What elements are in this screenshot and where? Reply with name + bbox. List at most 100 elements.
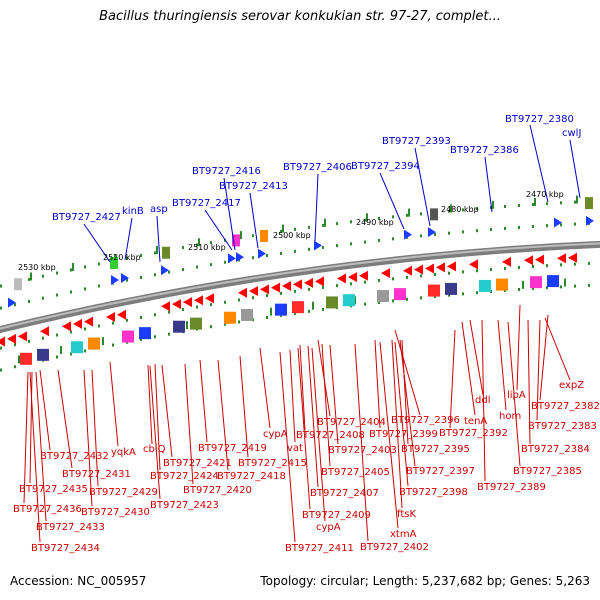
gene-label-rev[interactable]: BT9727_2389 bbox=[477, 482, 546, 493]
reverse-gene-arrow bbox=[557, 253, 566, 263]
gene-label-rev[interactable]: BT9727_2403 bbox=[328, 445, 397, 456]
leader-line-rev bbox=[470, 320, 483, 395]
gene-label-fwd[interactable]: kinB bbox=[122, 206, 144, 217]
gene-label-rev[interactable]: cbiQ bbox=[143, 444, 166, 455]
gene-label-fwd[interactable]: BT9727_2386 bbox=[450, 145, 519, 156]
gene-label-rev[interactable]: ddl bbox=[475, 395, 490, 406]
gene-label-fwd[interactable]: BT9727_2417 bbox=[172, 198, 241, 209]
gene-label-rev[interactable]: BT9727_2434 bbox=[31, 543, 100, 554]
reverse-gene-arrow bbox=[337, 273, 346, 283]
gene-label-rev[interactable]: BT9727_2430 bbox=[81, 507, 150, 518]
kbp-labels: 2530 kbp 2520 kbp 2510 kbp 2500 kbp 2490… bbox=[18, 190, 564, 272]
gene-label-fwd[interactable]: asp bbox=[150, 204, 168, 215]
gene-label-rev[interactable]: BT9727_2397 bbox=[406, 466, 475, 477]
kbp-tick bbox=[72, 263, 74, 271]
track-dot bbox=[28, 340, 30, 343]
gene-label-rev[interactable]: BT9727_2435 bbox=[19, 484, 88, 495]
gene-label-rev[interactable]: BT9727_2399 bbox=[369, 429, 438, 440]
reverse-gene-arrow bbox=[205, 293, 214, 303]
gene-label-rev[interactable]: BT9727_2419 bbox=[198, 443, 267, 454]
gene-label-fwd[interactable]: BT9727_2393 bbox=[382, 136, 451, 147]
reverse-gene-arrow bbox=[7, 334, 16, 344]
gene-label-rev[interactable]: BT9727_2398 bbox=[399, 487, 468, 498]
gene-label-rev[interactable]: BT9727_2423 bbox=[150, 500, 219, 511]
gene-label-fwd[interactable]: BT9727_2416 bbox=[192, 166, 261, 177]
gene-label-rev[interactable]: BT9727_2433 bbox=[36, 522, 105, 533]
gene-label-rev[interactable]: BT9727_2407 bbox=[310, 488, 379, 499]
gene-label-fwd[interactable]: cwlJ bbox=[562, 128, 581, 139]
gene-label-rev[interactable]: BT9727_2409 bbox=[302, 510, 371, 521]
gene-label-rev[interactable]: BT9727_2421 bbox=[163, 458, 232, 469]
track-dot bbox=[560, 263, 562, 266]
gene-label-rev[interactable]: BT9727_2415 bbox=[238, 458, 307, 469]
reverse-gene-arrow bbox=[436, 262, 445, 272]
gene-label-rev[interactable]: BT9727_2436 bbox=[13, 504, 82, 515]
track-dot bbox=[518, 266, 520, 269]
track-dot bbox=[378, 239, 380, 242]
gene-label-rev[interactable]: BT9727_2432 bbox=[40, 451, 109, 462]
gene-label-rev[interactable]: hom bbox=[499, 411, 521, 422]
gene-label-rev[interactable]: BT9727_2408 bbox=[296, 430, 365, 441]
gene-label-rev[interactable]: BT9727_2384 bbox=[521, 444, 590, 455]
leader-line-rev bbox=[375, 340, 380, 428]
gene-label-rev[interactable]: BT9727_2431 bbox=[62, 469, 131, 480]
reverse-gene-box bbox=[190, 318, 202, 330]
track-dot bbox=[84, 287, 86, 290]
kbp-label: 2480 kbp bbox=[441, 205, 479, 214]
track-dot bbox=[518, 204, 520, 207]
track-dot bbox=[0, 285, 2, 288]
gene-label-rev[interactable]: cypA bbox=[316, 522, 341, 533]
gene-label-fwd[interactable]: BT9727_2413 bbox=[219, 181, 288, 192]
gene-label-rev[interactable]: BT9727_2382 bbox=[531, 401, 600, 412]
gene-label-fwd[interactable]: BT9727_2380 bbox=[505, 114, 574, 125]
track-dot bbox=[112, 322, 114, 325]
track-dot bbox=[560, 201, 562, 204]
track-dot bbox=[196, 266, 198, 269]
forward-gene-box bbox=[260, 230, 268, 242]
leader-line-rev bbox=[545, 318, 570, 380]
track-dot bbox=[350, 282, 352, 285]
gene-label-rev[interactable]: yqkA bbox=[111, 447, 136, 458]
track-dot bbox=[322, 246, 324, 249]
gene-label-rev[interactable]: cypA bbox=[263, 429, 288, 440]
track-dot bbox=[126, 319, 128, 322]
gene-label-rev[interactable]: lipA bbox=[507, 390, 526, 401]
gene-label-rev[interactable]: ftsK bbox=[397, 509, 416, 520]
leader-line-fwd bbox=[315, 174, 318, 241]
gene-label-rev[interactable]: BT9727_2411 bbox=[285, 543, 354, 554]
gene-label-fwd[interactable]: BT9727_2406 bbox=[283, 162, 352, 173]
gene-label-rev[interactable]: BT9727_2404 bbox=[317, 417, 386, 428]
reverse-gene-arrow bbox=[271, 283, 280, 293]
reverse-gene-arrow bbox=[403, 266, 412, 276]
reverse-gene-box bbox=[88, 338, 100, 350]
gene-label-rev[interactable]: BT9727_2418 bbox=[217, 471, 286, 482]
gene-label-rev[interactable]: BT9727_2383 bbox=[528, 421, 597, 432]
gene-label-rev[interactable]: BT9727_2420 bbox=[183, 485, 252, 496]
forward-gene-box bbox=[162, 247, 170, 259]
gene-label-rev[interactable]: BT9727_2385 bbox=[513, 466, 582, 477]
gene-label-rev[interactable]: BT9727_2395 bbox=[401, 444, 470, 455]
track-dot bbox=[168, 271, 170, 274]
gene-label-rev[interactable]: BT9727_2392 bbox=[439, 428, 508, 439]
reverse-gene-arrow bbox=[238, 288, 247, 298]
gene-label-rev[interactable]: BT9727_2396 bbox=[391, 415, 460, 426]
gene-label-rev[interactable]: BT9727_2402 bbox=[360, 542, 429, 553]
track-dot bbox=[252, 234, 254, 237]
leader-line-rev bbox=[298, 348, 310, 509]
reverse-gene-box bbox=[496, 279, 508, 291]
gene-label-fwd[interactable]: BT9727_2394 bbox=[351, 161, 420, 172]
reverse-gene-box bbox=[479, 280, 491, 292]
gene-label-fwd[interactable]: BT9727_2427 bbox=[52, 212, 121, 223]
gene-label-rev[interactable]: BT9727_2429 bbox=[89, 487, 158, 498]
gene-label-rev[interactable]: expZ bbox=[559, 380, 584, 391]
leader-line-rev bbox=[30, 372, 40, 542]
kbp-label: 2520 kbp bbox=[103, 253, 141, 262]
gene-label-rev[interactable]: BT9727_2405 bbox=[321, 467, 390, 478]
forward-gene-box bbox=[585, 197, 593, 209]
gene-label-rev[interactable]: BT9727_2424 bbox=[150, 471, 219, 482]
track-dot bbox=[112, 344, 114, 347]
gene-label-rev[interactable]: tenA bbox=[464, 416, 487, 427]
gene-label-rev[interactable]: vat bbox=[287, 443, 303, 454]
gene-label-rev[interactable]: xtmA bbox=[390, 529, 417, 540]
track-dot bbox=[574, 223, 576, 226]
